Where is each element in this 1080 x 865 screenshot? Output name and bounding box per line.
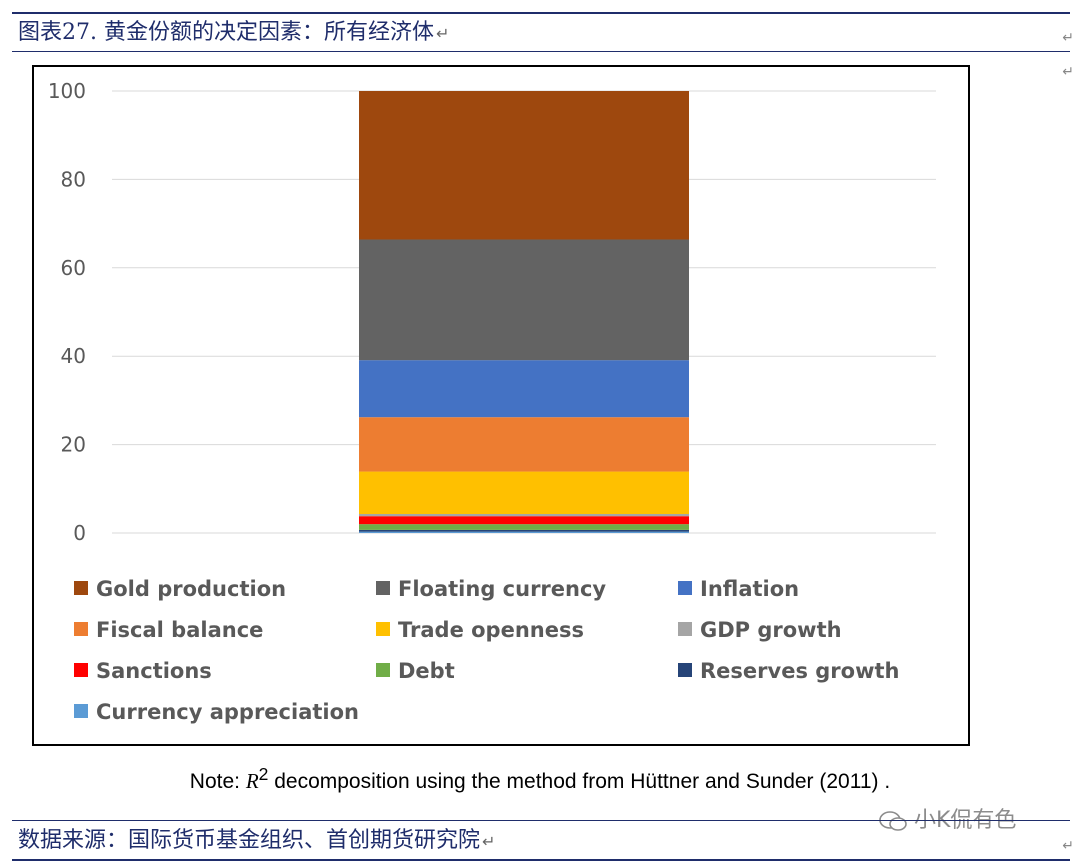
- top-rule: [12, 12, 1070, 14]
- bar-segment: [359, 91, 689, 240]
- chart-note: Note: R2 decomposition using the method …: [189, 764, 891, 793]
- y-tick-label: 40: [61, 344, 86, 368]
- legend-swatch: [376, 663, 390, 677]
- figure-title: 图表27. 黄金份额的决定因素：所有经济体 ↵: [18, 20, 450, 45]
- bar-segment: [359, 516, 689, 525]
- bar-segment: [359, 513, 689, 517]
- bar-segment: [359, 529, 689, 532]
- legend-label: Currency appreciation: [96, 700, 359, 724]
- legend-label: Fiscal balance: [96, 618, 263, 642]
- legend-label: Sanctions: [96, 659, 212, 683]
- legend-label: Gold production: [96, 577, 286, 601]
- title-rule: [12, 51, 1070, 52]
- return-mark: ↵: [1062, 838, 1074, 854]
- legend-swatch: [74, 704, 88, 718]
- watermark: 小K侃有色: [878, 802, 1016, 834]
- y-tick-label: 80: [61, 167, 86, 191]
- bar-segment: [359, 239, 689, 361]
- y-tick-label: 20: [61, 433, 86, 457]
- source-rule: [12, 820, 1070, 821]
- bar-segment: [359, 471, 689, 514]
- source-line: 数据来源：国际货币基金组织、首创期货研究院 ↵: [18, 828, 496, 853]
- bar-segment: [359, 524, 689, 530]
- legend-swatch: [678, 663, 692, 677]
- legend-swatch: [376, 581, 390, 595]
- y-tick-label: 60: [61, 256, 86, 280]
- y-tick-label: 100: [48, 79, 86, 103]
- legend-label: Reserves growth: [700, 659, 899, 683]
- return-mark: ↵: [1062, 64, 1074, 80]
- y-tick-label: 0: [73, 521, 86, 545]
- bottom-rule: [12, 859, 1070, 861]
- legend-label: Floating currency: [398, 577, 606, 601]
- return-mark: ↵: [1062, 30, 1074, 46]
- legend-label: Trade openness: [398, 618, 584, 642]
- legend-swatch: [376, 622, 390, 636]
- legend-label: Debt: [398, 659, 455, 683]
- legend-label: Inflation: [700, 577, 799, 601]
- legend-swatch: [74, 622, 88, 636]
- legend-swatch: [678, 581, 692, 595]
- legend-swatch: [678, 622, 692, 636]
- chart-frame: 0 20 40 60 80 100 Gold production Floating curr…: [32, 65, 970, 746]
- legend-swatch: [74, 663, 88, 677]
- stacked-bar-chart: 0 20 40 60 80 100 Gold production Floating curr…: [48, 79, 936, 724]
- bar-segment: [359, 360, 689, 418]
- legend-label: GDP growth: [700, 618, 842, 642]
- legend-swatch: [74, 581, 88, 595]
- wechat-icon: [879, 811, 907, 831]
- bar-segment: [359, 531, 689, 533]
- bar-segment: [359, 417, 689, 472]
